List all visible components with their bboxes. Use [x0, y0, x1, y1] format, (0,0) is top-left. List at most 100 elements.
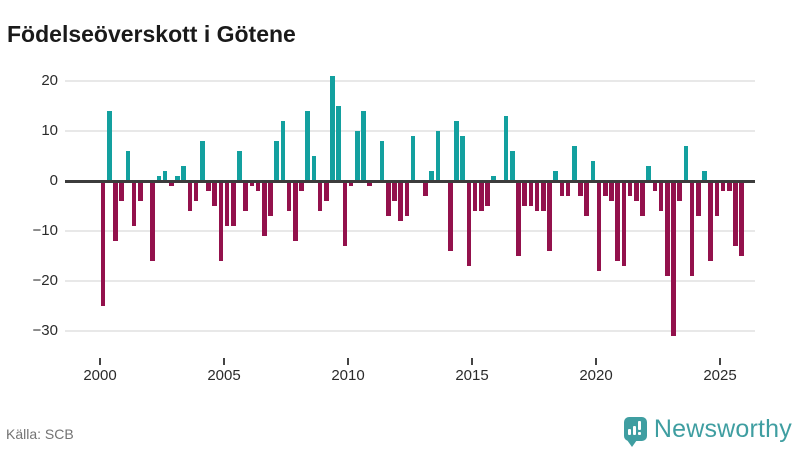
x-axis-label: 2010 — [331, 367, 365, 384]
source-attribution: Källa: SCB — [6, 426, 74, 442]
bar-negative — [541, 181, 546, 211]
bar-negative — [286, 181, 292, 211]
bar-negative — [547, 181, 552, 251]
bar-negative — [621, 181, 627, 266]
bar-positive — [336, 106, 341, 181]
bar-negative — [596, 181, 602, 271]
y-axis-label: 20 — [41, 72, 58, 89]
zero-line — [65, 179, 755, 183]
bar-negative — [689, 181, 695, 276]
y-axis-label: −10 — [32, 222, 58, 239]
bar-negative — [609, 181, 614, 201]
bar-negative — [392, 181, 397, 201]
bar-positive — [553, 171, 558, 181]
gridline — [65, 230, 755, 232]
bar-negative — [348, 181, 354, 186]
bar-positive — [237, 151, 242, 181]
bar-negative — [342, 181, 348, 246]
bar-negative — [739, 181, 744, 256]
bar-negative — [249, 181, 255, 186]
bar-positive — [683, 146, 689, 181]
x-axis-label: 2020 — [579, 367, 613, 384]
bar-negative — [386, 181, 391, 216]
bar-negative — [696, 181, 701, 216]
gridline — [65, 130, 755, 132]
bar-positive — [454, 121, 459, 181]
bar-negative — [293, 181, 298, 241]
bar-positive — [280, 121, 286, 181]
y-axis-label: 10 — [41, 122, 58, 139]
bar-negative — [485, 181, 490, 206]
bar-negative — [398, 181, 403, 221]
bar-negative — [218, 181, 224, 261]
y-axis-label: −30 — [32, 322, 58, 339]
y-axis-label: 0 — [49, 172, 58, 189]
bar-negative — [231, 181, 236, 226]
bar-negative — [404, 181, 410, 216]
bar-positive — [503, 116, 509, 181]
bar-negative — [113, 181, 118, 241]
bar-negative — [584, 181, 589, 216]
bar-negative — [658, 181, 664, 211]
bar-negative — [212, 181, 217, 206]
bar-negative — [634, 181, 639, 201]
bar-positive — [491, 176, 496, 181]
newsworthy-logo[interactable]: Newsworthy — [623, 412, 792, 447]
bar-negative — [479, 181, 484, 211]
bar-negative — [243, 181, 248, 211]
bar-negative — [466, 181, 472, 266]
gridline — [65, 330, 755, 332]
bar-negative — [317, 181, 323, 211]
bar-negative — [727, 181, 732, 191]
bar-negative — [522, 181, 527, 206]
page-title: Födelseöverskott i Götene — [7, 21, 296, 48]
bar-negative — [255, 181, 261, 191]
bar-positive — [311, 156, 317, 181]
x-axis-tick — [595, 358, 597, 365]
x-axis-label: 2005 — [207, 367, 241, 384]
bar-negative — [299, 181, 304, 191]
bar-positive — [410, 136, 416, 181]
bar-positive — [460, 136, 465, 181]
bar-negative — [224, 181, 230, 226]
bar-negative — [627, 181, 633, 196]
bar-negative — [262, 181, 267, 236]
newsworthy-pin-barchart-icon — [623, 417, 647, 447]
bar-positive — [379, 141, 385, 181]
gridline — [65, 80, 755, 82]
bar-negative — [671, 181, 676, 336]
bar-positive — [181, 166, 186, 181]
bar-positive — [646, 166, 651, 181]
bar-negative — [169, 181, 174, 186]
bar-negative — [119, 181, 124, 201]
bar-negative — [131, 181, 137, 226]
bar-negative — [534, 181, 540, 211]
bar-negative — [559, 181, 565, 196]
birth-surplus-bar-chart: 20 10 0 −10 −20 −30 2000 2005 2010 2015 2020 2025 — [32, 72, 755, 384]
bar-negative — [423, 181, 428, 196]
bar-negative — [640, 181, 645, 216]
brand-name: Newsworthy — [653, 414, 792, 443]
bar-negative — [367, 181, 372, 186]
bar-negative — [193, 181, 199, 201]
x-axis-label: 2015 — [455, 367, 489, 384]
bar-positive — [274, 141, 279, 181]
bar-negative — [565, 181, 571, 196]
bar-negative — [665, 181, 670, 276]
x-axis-tick — [347, 358, 349, 365]
x-axis-label: 2000 — [83, 367, 117, 384]
bar-negative — [603, 181, 608, 196]
bar-positive — [702, 171, 707, 181]
bar-positive — [175, 176, 180, 181]
bar-positive — [510, 151, 515, 181]
bar-negative — [100, 181, 106, 306]
bar-negative — [652, 181, 658, 191]
bar-negative — [324, 181, 329, 201]
x-axis-label: 2025 — [703, 367, 737, 384]
bar-positive — [355, 131, 360, 181]
bar-positive — [156, 176, 162, 181]
bar-negative — [578, 181, 583, 196]
bar-negative — [150, 181, 155, 261]
bar-negative — [516, 181, 521, 256]
bar-positive — [572, 146, 577, 181]
